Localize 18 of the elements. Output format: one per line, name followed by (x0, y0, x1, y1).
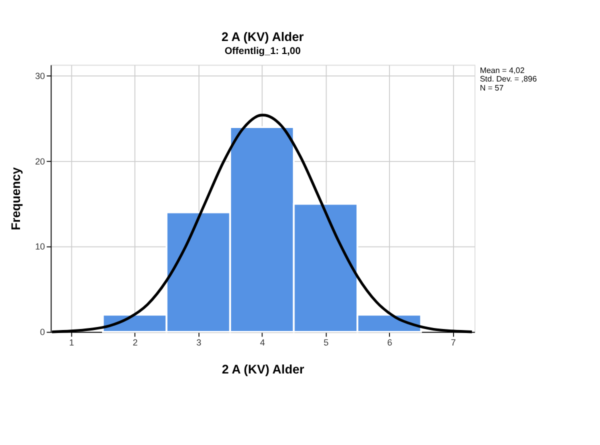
x-tick-label: 7 (450, 338, 456, 348)
x-tick-label: 6 (387, 338, 392, 348)
y-axis-title: Frequency (8, 167, 23, 230)
x-tick-label: 1 (69, 338, 74, 348)
y-tick-label: 30 (35, 71, 46, 82)
text: N = 57 (480, 84, 504, 93)
x-axis-title: 2 A (KV) Alder (222, 362, 304, 376)
x-tick-label: 4 (260, 338, 265, 348)
x-tick-label: 3 (196, 338, 202, 348)
text: Std. Dev. = ,896 (480, 74, 538, 84)
y-tick-label: 0 (40, 326, 45, 337)
x-tick-label: 5 (324, 338, 329, 348)
x-tick-label: 2 (132, 338, 138, 348)
chart-subtitle: Offentlig_1: 1,00 (224, 46, 302, 58)
text: Mean = 4,02 (480, 66, 526, 75)
y-tick-label: 20 (35, 156, 46, 166)
chart-title: 2 A (KV) Alder (221, 30, 304, 44)
y-tick-label: 10 (35, 242, 46, 252)
